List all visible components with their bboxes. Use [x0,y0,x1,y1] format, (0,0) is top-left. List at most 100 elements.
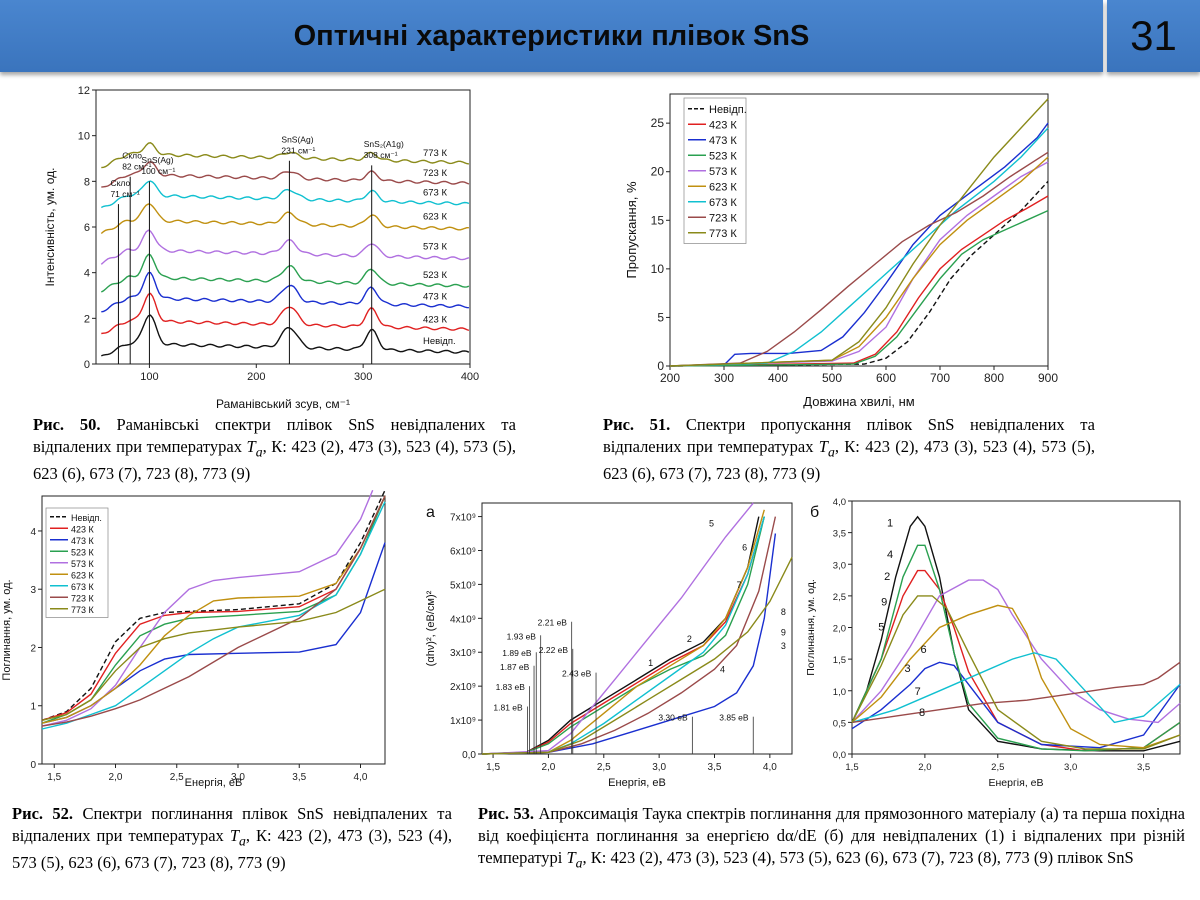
x-axis-label: Енергія, еВ [608,777,666,789]
x-tick-label: 2,5 [597,762,611,773]
curve-label: 1 [648,658,653,668]
absorption-series-line [41,490,374,727]
derivative-series-line [851,661,1181,724]
transmission-series-line [669,151,1049,367]
curve-label: 6 [742,542,747,552]
caption-text-end: , К: 423 (2), 473 (3), 523 (4), 573 (5),… [33,437,516,484]
y-axis-label: Пропускання, % [624,181,639,279]
peak-value: 82 см⁻¹ [122,162,151,172]
legend-label: Невідп. [709,104,747,116]
transmission-series-line [669,180,1049,367]
caption-fig-50: Рис. 50. Раманівські спектри плівок SnS … [33,414,516,485]
caption-fig-52: Рис. 52. Спектри поглинання плівок SnS н… [12,803,452,874]
series-label: 623 К [423,212,447,223]
peak-label: Скло [122,151,142,161]
peak-label: SnS(Ag) [141,155,173,165]
y-tick-label: 4 [84,268,90,280]
y-tick-label: 1x10⁹ [450,716,476,727]
caption-var: T [818,437,828,456]
transmission-series-line [669,209,1049,367]
y-tick-label: 1,0 [833,687,846,698]
x-tick-label: 4,0 [763,762,777,773]
absorption-series-line [41,501,386,730]
bandgap-label: 2.22 еВ [539,645,569,655]
series-label: 473 К [423,292,447,303]
legend-label: 523 К [709,150,737,162]
tauc-series-line [481,509,765,755]
curve-label: 9 [781,627,786,637]
series-label: 723 К [423,168,447,179]
tauc-series-line [481,556,793,755]
y-tick-label: 2 [84,313,90,325]
legend-label: 723 К [71,593,95,603]
tauc-series-line [481,533,777,755]
plot-frame [95,89,471,365]
y-tick-label: 7x10⁹ [450,513,476,524]
y-tick-label: 2 [30,643,36,654]
caption-text: Спектри пропускання плівок SnS невідпале… [603,415,1095,456]
x-tick-label: 300 [714,371,734,385]
peak-label: Скло [110,178,130,188]
caption-text: Раманівські спектри плівок SnS невідпале… [33,415,516,456]
series-label: 523 К [423,270,447,281]
derivative-series-line [851,604,1181,749]
legend-label: 773 К [709,228,737,240]
x-tick-label: 3,0 [1064,762,1077,773]
absorption-series-line [41,495,386,724]
y-tick-label: 1 [30,702,36,713]
transmission-series-line [669,98,1049,367]
x-tick-label: 1,5 [845,762,858,773]
peak-value: 308 см⁻¹ [364,150,398,160]
panel-label: б [810,504,819,521]
caption-label: Рис. 53. [478,804,535,823]
transmission-series-line [669,195,1049,367]
legend-label: 673 К [71,582,95,592]
curve-label: 3 [781,641,786,651]
curve-label: 2 [687,634,692,644]
transmission-series-line [669,161,1049,367]
x-tick-label: 2,0 [541,762,555,773]
legend-label: Невідп. [71,513,102,523]
y-tick-label: 10 [78,131,90,143]
peak-value: 100 см⁻¹ [141,166,175,176]
curve-label: 9 [881,596,887,608]
curve-label: 8 [919,707,925,719]
caption-label: Рис. 50. [33,415,101,434]
curve-label: 7 [915,686,921,698]
bandgap-label: 1.93 еВ [507,631,537,641]
raman-series-line [100,180,470,209]
legend-label: 723 К [709,212,737,224]
caption-text: Апроксимація Таука спектрів поглинання д… [478,804,1186,867]
bandgap-label: 2.21 еВ [538,618,568,628]
figure-50-raman-chart: 100 200 300 400 0 2 4 6 8 10 12 Раманівський зсув, … [43,85,479,411]
tauc-series-line [481,502,754,755]
transmission-series-line [669,122,1049,367]
slide-title: Оптичні характеристики плівок SnS [293,19,810,52]
transmission-series-line [669,156,1049,367]
raman-series-line [101,314,470,357]
x-axis-label: Довжина хвилі, нм [803,394,914,409]
legend-label: 473 К [709,135,737,147]
x-tick-label: 4,0 [354,772,368,783]
y-tick-label: 0,0 [833,750,846,761]
x-tick-label: 900 [1038,371,1058,385]
caption-sub: a [827,444,835,460]
x-tick-label: 1,5 [47,772,61,783]
legend-label: 573 К [71,559,95,569]
figure-51-transmission-chart: 200 300 400 500 600 700 800 900 0 5 10 15 20 25 Довжин… [624,93,1058,409]
bandgap-label: 3.85 еВ [719,713,749,723]
figure-53a-tauc-chart: 1,5 2,0 2,5 3,0 3,5 4,0 0,0 1x10⁹ 2x10⁹ 3x10⁹ 4x10… [425,502,793,789]
y-axis-label: Інтенсивність, ум. од. [43,168,57,287]
y-tick-label: 2x10⁹ [450,682,476,693]
y-tick-label: 12 [78,85,90,97]
bandgap-label: 1.83 еВ [496,682,526,692]
legend-label: 773 К [71,605,95,615]
curve-label: 6 [921,644,927,656]
caption-var: T [246,437,256,456]
y-tick-label: 1,5 [833,655,846,666]
curve-label: 3 [904,663,910,675]
x-tick-label: 300 [354,371,372,383]
y-tick-label: 0 [657,359,664,373]
y-tick-label: 4 [30,527,36,538]
y-tick-label: 3,5 [833,529,846,540]
